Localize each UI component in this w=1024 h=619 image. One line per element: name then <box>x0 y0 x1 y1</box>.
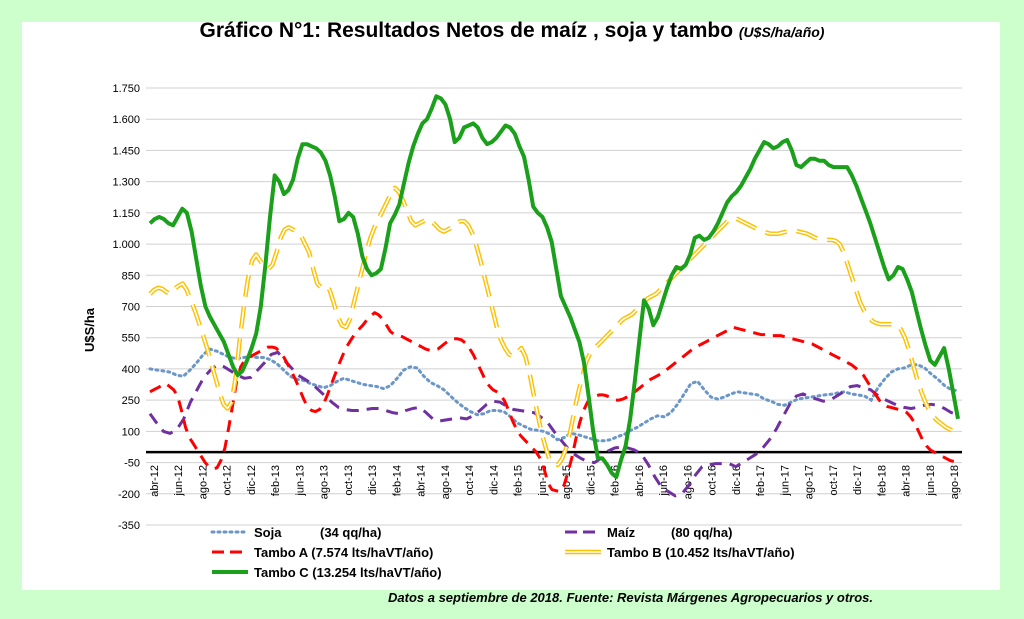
x-tick-label: dic-12 <box>246 465 258 495</box>
x-tick-label: ago-18 <box>949 465 961 499</box>
y-tick-label: 1.600 <box>112 114 140 126</box>
x-tick-label: jun-16 <box>658 465 670 497</box>
legend-label-soja: Soja <box>254 525 282 540</box>
series-line-tamboC <box>148 94 960 480</box>
x-tick-label: dic-17 <box>852 465 864 495</box>
y-tick-label: 250 <box>122 395 140 407</box>
y-tick-label: 1.450 <box>112 145 140 157</box>
x-tick-label: feb-18 <box>876 465 888 496</box>
y-tick-label: -200 <box>118 489 140 501</box>
legend-label-tamboA: Tambo A (7.574 lts/haVT/año) <box>254 545 433 560</box>
legend-detail-soja: (34 qq/ha) <box>320 525 381 540</box>
x-tick-label: abr-14 <box>416 465 428 497</box>
x-tick-label: jun-13 <box>294 465 306 497</box>
y-tick-label: 1.000 <box>112 239 140 251</box>
x-tick-label: abr-12 <box>149 465 161 497</box>
x-tick-label: ago-17 <box>804 465 816 499</box>
x-tick-label: jun-12 <box>173 465 185 497</box>
series-line-maiz <box>148 350 959 498</box>
legend-label-tamboB: Tambo B (10.452 lts/haVT/año) <box>607 545 795 560</box>
x-tick-label: feb-15 <box>513 465 525 496</box>
y-tick-label: -350 <box>118 520 140 532</box>
chart-title-text: Gráfico N°1: Resultados Netos de maíz , … <box>199 19 734 42</box>
y-tick-label: 1.150 <box>112 208 140 220</box>
y-tick-label: 1.300 <box>112 177 140 189</box>
footnote: Datos a septiembre de 2018. Fuente: Revi… <box>388 590 874 605</box>
y-tick-label: -50 <box>124 458 140 470</box>
x-tick-label: oct-13 <box>343 465 355 496</box>
y-tick-label: 700 <box>122 302 140 314</box>
y-tick-label: 550 <box>122 333 140 345</box>
x-tick-label: oct-14 <box>464 465 476 496</box>
legend-detail-maiz: (80 qq/ha) <box>671 525 732 540</box>
x-tick-label: feb-17 <box>755 465 767 496</box>
x-tick-label: dic-13 <box>367 465 379 495</box>
y-tick-label: 100 <box>122 426 140 438</box>
y-tick-label: 850 <box>122 270 140 282</box>
x-tick-label: dic-16 <box>731 465 743 495</box>
x-tick-label: ago-15 <box>561 465 573 499</box>
legend: Soja (34 qq/ha) Maíz (80 qq/ha) Tambo A (7.5… <box>210 525 795 580</box>
series-lines <box>148 94 960 498</box>
legend-label-tamboC: Tambo C (13.254 lts/haVT/año) <box>254 565 442 580</box>
x-tick-label: ago-12 <box>197 465 209 499</box>
y-tick-label: 400 <box>122 364 140 376</box>
x-tick-label: dic-15 <box>585 465 597 495</box>
series-line-tamboB-inner <box>149 187 959 466</box>
series-line-tamboA <box>149 311 959 494</box>
x-tick-label: ago-14 <box>440 465 452 499</box>
x-tick-label: abr-16 <box>634 465 646 497</box>
x-tick-label: dic-14 <box>488 465 500 495</box>
series-line-tamboB <box>148 185 959 467</box>
x-tick-label: jun-18 <box>925 465 937 497</box>
x-tick-label: feb-14 <box>391 465 403 496</box>
x-tick-label: ago-13 <box>319 465 331 499</box>
x-tick-label: abr-18 <box>901 465 913 497</box>
legend-label-maiz: Maíz <box>607 525 636 540</box>
x-tick-label: oct-12 <box>222 465 234 496</box>
chart-title: Gráfico N°1: Resultados Netos de maíz , … <box>0 19 1024 43</box>
x-tick-label: oct-16 <box>707 465 719 496</box>
x-tick-label: jun-17 <box>779 465 791 497</box>
x-tick-label: ago-16 <box>682 465 694 499</box>
x-tick-label: oct-17 <box>828 465 840 496</box>
series-line-soja <box>148 347 960 443</box>
y-tick-label: 1.750 <box>112 83 140 95</box>
chart-title-units: (U$S/ha/año) <box>738 24 825 40</box>
y-axis-label: U$S/ha <box>82 307 97 352</box>
x-tick-label: feb-13 <box>270 465 282 496</box>
gridlines <box>146 87 962 526</box>
y-tick-labels: -350 -200 -50 100 250 400 550 700 850 1.000 1.150 1… <box>112 83 140 532</box>
